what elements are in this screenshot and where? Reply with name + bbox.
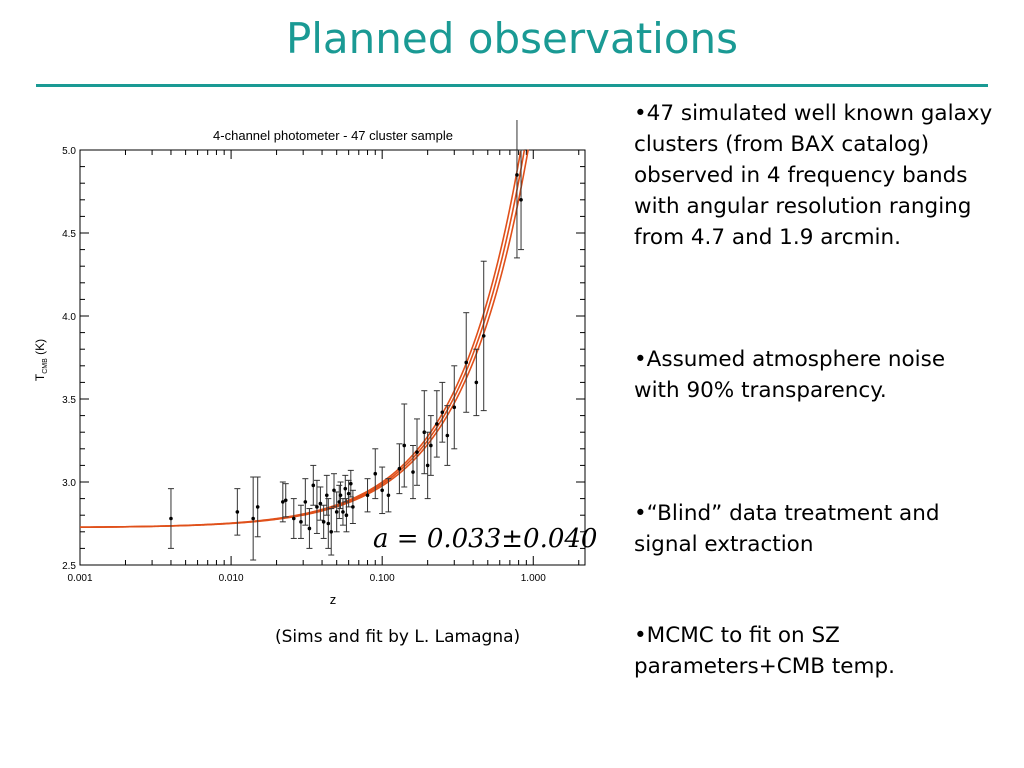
data-point bbox=[515, 173, 519, 177]
chart-title: 4-channel photometer - 47 cluster sample bbox=[213, 128, 453, 143]
fit-curve bbox=[80, 151, 522, 528]
y-tick-label: 5.0 bbox=[62, 146, 76, 157]
data-point bbox=[452, 405, 457, 410]
chart-background bbox=[30, 120, 610, 620]
data-point bbox=[251, 516, 255, 521]
data-point bbox=[299, 520, 303, 524]
x-tick-label: 0.100 bbox=[370, 573, 395, 584]
data-point bbox=[281, 500, 285, 504]
data-point bbox=[334, 510, 339, 514]
data-point bbox=[429, 443, 433, 448]
data-point bbox=[402, 443, 407, 448]
data-points bbox=[167, 120, 525, 561]
data-point bbox=[386, 493, 391, 498]
data-point bbox=[344, 513, 349, 517]
plot-frame bbox=[79, 149, 586, 566]
data-point bbox=[435, 422, 439, 426]
data-point bbox=[365, 493, 370, 498]
title-divider bbox=[36, 84, 988, 87]
page-title: Planned observations bbox=[285, 14, 739, 63]
data-point bbox=[341, 510, 345, 514]
data-point bbox=[283, 498, 288, 503]
data-point bbox=[315, 505, 319, 509]
data-point bbox=[291, 516, 296, 521]
data-point bbox=[464, 360, 469, 365]
data-point bbox=[445, 433, 450, 438]
fit-curves bbox=[79, 149, 529, 529]
data-point bbox=[343, 486, 348, 491]
fit-annotation: a = 0.033±0.040 bbox=[373, 524, 597, 554]
data-point bbox=[415, 450, 419, 454]
bullet-mcmc: •MCMC to fit on SZ parameters+CMB temp. bbox=[634, 623, 895, 679]
data-point bbox=[235, 510, 240, 514]
data-point bbox=[380, 488, 384, 493]
data-point bbox=[519, 198, 523, 202]
y-tick-label: 3.5 bbox=[62, 395, 76, 406]
y-tick-label: 4.0 bbox=[62, 312, 76, 323]
y-tick-label: 2.5 bbox=[62, 561, 76, 572]
x-axis-label: z bbox=[330, 592, 337, 607]
figure-caption: (Sims and fit by L. Lamagna) bbox=[275, 627, 521, 647]
scatter-chart: 4-channel photometer - 47 cluster sample… bbox=[30, 120, 610, 620]
data-point bbox=[255, 505, 260, 509]
data-point bbox=[474, 380, 479, 385]
data-point bbox=[481, 334, 486, 338]
data-point bbox=[346, 491, 351, 496]
data-point bbox=[321, 520, 326, 524]
data-point bbox=[318, 501, 323, 506]
data-point bbox=[169, 516, 173, 521]
data-point bbox=[349, 481, 353, 486]
y-tick-label: 3.0 bbox=[62, 478, 76, 489]
data-point bbox=[351, 505, 355, 509]
bullet-blind-treatment: •“Blind” data treatment and signal extra… bbox=[634, 501, 940, 557]
data-point bbox=[303, 500, 308, 504]
x-tick-label: 0.010 bbox=[219, 573, 244, 584]
axis-ticks: 0.001 0.010 0.100 1.000 2.5 3.0 3.5 4.0 4.5 5.0 bbox=[62, 146, 585, 584]
data-point bbox=[422, 430, 427, 435]
x-tick-label: 0.001 bbox=[67, 573, 92, 584]
bullet-clusters: •47 simulated well known galaxy clusters… bbox=[634, 101, 993, 250]
data-point bbox=[373, 471, 378, 476]
data-point bbox=[307, 526, 312, 531]
y-tick-label: 4.5 bbox=[62, 229, 76, 240]
data-point bbox=[425, 463, 430, 468]
data-point bbox=[311, 483, 316, 488]
data-point bbox=[411, 470, 415, 474]
data-point bbox=[329, 530, 334, 534]
data-point bbox=[440, 410, 445, 415]
data-point bbox=[324, 493, 329, 498]
bullet-atmosphere: •Assumed atmosphere noise with 90% trans… bbox=[634, 347, 946, 403]
data-point bbox=[338, 493, 343, 498]
data-point bbox=[326, 521, 331, 526]
data-point bbox=[397, 466, 402, 471]
x-tick-label: 1.000 bbox=[521, 573, 546, 584]
data-point bbox=[332, 488, 336, 493]
